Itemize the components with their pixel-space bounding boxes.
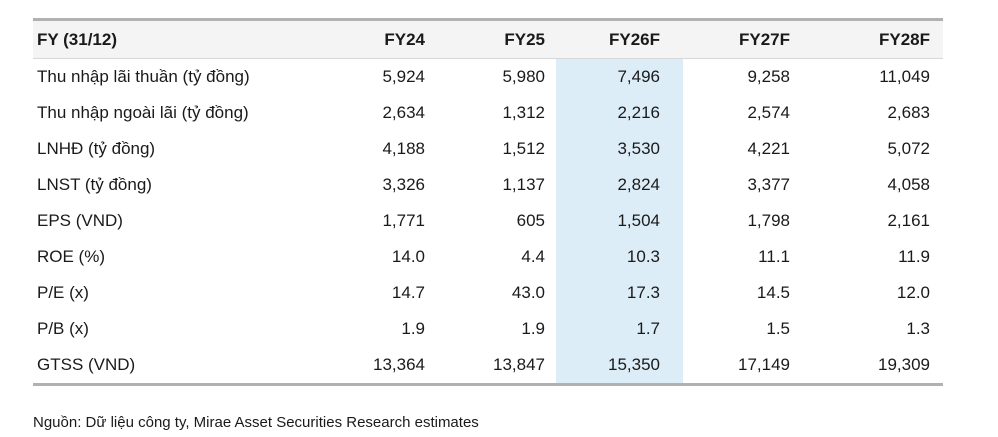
column-header-fy28f: FY28F bbox=[813, 19, 943, 59]
table-row: EPS (VND) 1,771 605 1,504 1,798 2,161 bbox=[33, 203, 943, 239]
row-label: GTSS (VND) bbox=[37, 355, 136, 374]
table-cell: 17,149 bbox=[738, 355, 790, 374]
row-label: P/E (x) bbox=[37, 283, 89, 302]
financials-table: FY (31/12) FY24 FY25 FY26F FY27F FY28F T… bbox=[33, 18, 943, 386]
column-header-fy26f: FY26F bbox=[556, 19, 683, 59]
row-label: P/B (x) bbox=[37, 319, 89, 338]
row-label: LNHĐ (tỷ đồng) bbox=[37, 139, 156, 158]
table-cell: 11,049 bbox=[879, 67, 930, 86]
table-cell: 5,980 bbox=[502, 67, 545, 86]
table-cell: 14.7 bbox=[391, 283, 425, 302]
table-cell: 1.5 bbox=[766, 319, 790, 338]
table-row: GTSS (VND) 13,364 13,847 15,350 17,149 1… bbox=[33, 347, 943, 385]
table-cell: 2,574 bbox=[747, 103, 790, 122]
table-cell: 1,137 bbox=[502, 175, 545, 194]
table-header-row: FY (31/12) FY24 FY25 FY26F FY27F FY28F bbox=[33, 19, 943, 59]
table-cell-highlighted: 3,530 bbox=[556, 131, 683, 167]
table-row: ROE (%) 14.0 4.4 10.3 11.1 11.9 bbox=[33, 239, 943, 275]
table-cell: 2,634 bbox=[382, 103, 425, 122]
table-cell: 3,377 bbox=[747, 175, 790, 194]
table-cell: 1.9 bbox=[521, 319, 545, 338]
column-header-fy27f: FY27F bbox=[683, 19, 813, 59]
table-cell: 13,364 bbox=[373, 355, 425, 374]
table-cell: 43.0 bbox=[511, 283, 545, 302]
table-cell-highlighted: 1.7 bbox=[556, 311, 683, 347]
table-cell-highlighted: 2,824 bbox=[556, 167, 683, 203]
table-row: LNHĐ (tỷ đồng) 4,188 1,512 3,530 4,221 5… bbox=[33, 131, 943, 167]
table-cell: 4.4 bbox=[521, 247, 545, 266]
table-cell: 1.3 bbox=[906, 319, 930, 338]
table-cell: 1,771 bbox=[382, 211, 425, 230]
table-cell: 4,058 bbox=[887, 175, 930, 194]
table-cell: 2,161 bbox=[887, 211, 930, 230]
table-row: LNST (tỷ đồng) 3,326 1,137 2,824 3,377 4… bbox=[33, 167, 943, 203]
table-cell: 11.9 bbox=[898, 247, 930, 266]
table-cell: 13,847 bbox=[493, 355, 545, 374]
table-cell: 9,258 bbox=[747, 67, 790, 86]
table-cell-highlighted: 7,496 bbox=[556, 58, 683, 95]
column-header-fy25: FY25 bbox=[425, 19, 556, 59]
table-cell: 19,309 bbox=[878, 355, 930, 374]
table-cell: 4,221 bbox=[747, 139, 790, 158]
table-cell: 5,072 bbox=[887, 139, 930, 158]
table-cell: 14.5 bbox=[756, 283, 790, 302]
table-row: P/B (x) 1.9 1.9 1.7 1.5 1.3 bbox=[33, 311, 943, 347]
table-row: Thu nhập lãi thuần (tỷ đồng) 5,924 5,980… bbox=[33, 58, 943, 95]
table-cell: 14.0 bbox=[391, 247, 425, 266]
table-cell: 5,924 bbox=[382, 67, 425, 86]
table-cell: 1,312 bbox=[502, 103, 545, 122]
row-label: Thu nhập lãi thuần (tỷ đồng) bbox=[37, 67, 250, 86]
row-label: EPS (VND) bbox=[37, 211, 123, 230]
table-cell: 4,188 bbox=[382, 139, 425, 158]
table-cell: 2,683 bbox=[887, 103, 930, 122]
table-cell: 1.9 bbox=[401, 319, 425, 338]
table-cell-highlighted: 15,350 bbox=[556, 347, 683, 385]
column-header-fiscal-year: FY (31/12) bbox=[33, 19, 305, 59]
table-cell: 12.0 bbox=[896, 283, 930, 302]
table-cell-highlighted: 17.3 bbox=[556, 275, 683, 311]
table-cell-highlighted: 10.3 bbox=[556, 239, 683, 275]
table-cell: 3,326 bbox=[382, 175, 425, 194]
row-label: ROE (%) bbox=[37, 247, 105, 266]
table-cell-highlighted: 2,216 bbox=[556, 95, 683, 131]
table-cell-highlighted: 1,504 bbox=[556, 203, 683, 239]
table-row: P/E (x) 14.7 43.0 17.3 14.5 12.0 bbox=[33, 275, 943, 311]
table-cell: 605 bbox=[516, 211, 545, 230]
table-cell: 1,798 bbox=[747, 211, 790, 230]
source-note: Nguồn: Dữ liệu công ty, Mirae Asset Secu… bbox=[33, 414, 479, 431]
table-row: Thu nhập ngoài lãi (tỷ đồng) 2,634 1,312… bbox=[33, 95, 943, 131]
row-label: LNST (tỷ đồng) bbox=[37, 175, 152, 194]
table-cell: 11.1 bbox=[758, 247, 790, 266]
column-header-fy24: FY24 bbox=[305, 19, 425, 59]
row-label: Thu nhập ngoài lãi (tỷ đồng) bbox=[37, 103, 249, 122]
table-cell: 1,512 bbox=[502, 139, 545, 158]
